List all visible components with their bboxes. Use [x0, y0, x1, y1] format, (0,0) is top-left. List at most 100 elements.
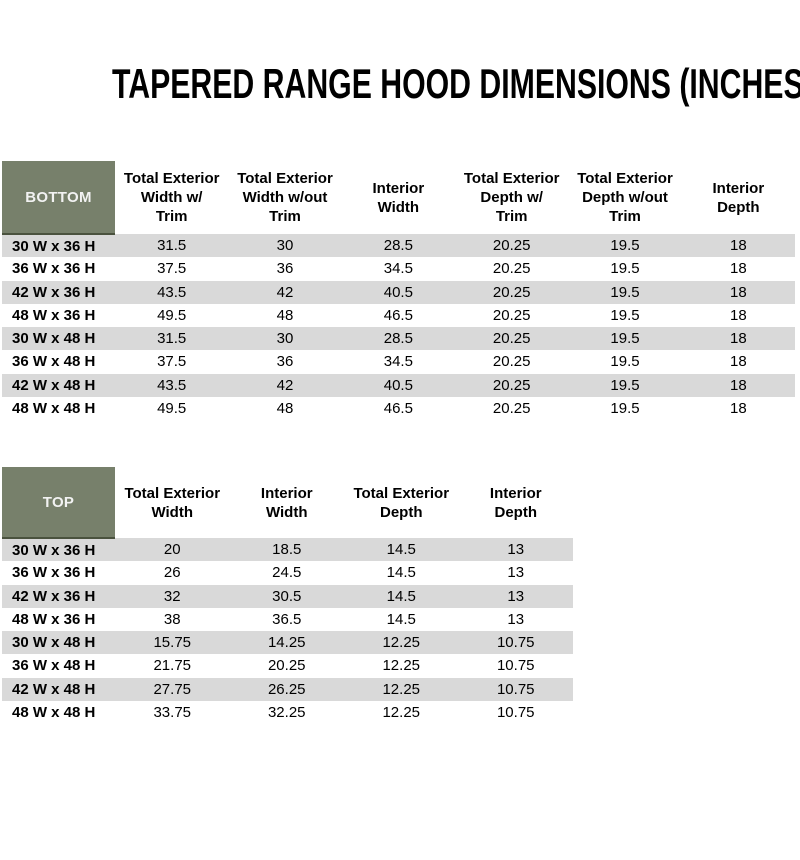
cell-value: 26.25: [229, 677, 344, 701]
table-row: 42 W x 48 H 43.5 42 40.5 20.25 19.5 18: [2, 373, 795, 397]
cell-value: 20.25: [267, 657, 306, 675]
column-header-total-exterior-width-w-trim: Total Exterior Width w/ Trim: [123, 170, 220, 225]
cell-value: 49.5: [157, 306, 187, 324]
cell-value: 46.5: [383, 399, 413, 417]
cell-value: 20.25: [455, 373, 569, 397]
cell-value: 42: [228, 280, 342, 304]
row-label: 36 W x 36 H: [12, 260, 96, 278]
row-label: 30 W x 48 H: [2, 631, 115, 655]
cell-value: 34.5: [383, 353, 413, 371]
table-row: 30 W x 36 H 31.5 30 28.5 20.25 19.5 18: [2, 234, 795, 258]
cell-value: 18: [729, 306, 747, 324]
column-header-interior-width: Interior Width: [260, 484, 313, 521]
table-row: 42 W x 36 H 43.5 42 40.5 20.25 19.5 18: [2, 280, 795, 304]
cell-value: 13: [507, 610, 525, 628]
cell-value: 14.5: [344, 584, 459, 608]
cell-value: 10.75: [458, 677, 573, 701]
row-label: 30 W x 36 H: [2, 234, 116, 258]
cell-value: 18: [681, 327, 795, 351]
cell-value: 18: [729, 399, 747, 417]
cell-value: 30: [228, 234, 342, 258]
cell-value: 37.5: [157, 353, 187, 371]
table-row: 30 W x 36 H 20 18.5 14.5 13: [2, 538, 573, 562]
cell-value: 20.25: [455, 327, 569, 351]
cell-value: 12.25: [382, 657, 421, 675]
cell-value: 19.5: [568, 373, 682, 397]
table-row: 48 W x 48 H 33.75 32.25 12.25 10.75: [2, 701, 573, 724]
row-label: 48 W x 48 H: [12, 399, 96, 417]
row-label: 30 W x 48 H: [2, 327, 116, 351]
row-label: 36 W x 48 H: [12, 353, 96, 371]
cell-value: 13: [458, 538, 573, 562]
cell-value: 43.5: [115, 373, 229, 397]
cell-value: 34.5: [383, 260, 413, 278]
cell-value: 20: [115, 538, 230, 562]
cell-value: 30: [228, 327, 342, 351]
row-label: 48 W x 36 H: [12, 610, 96, 628]
cell-value: 33.75: [153, 703, 192, 721]
cell-value: 18: [681, 373, 795, 397]
cell-value: 32: [115, 584, 230, 608]
table-row: 36 W x 36 H 37.5 36 34.5 20.25 19.5 18: [2, 257, 795, 280]
table-row: 48 W x 36 H 49.5 48 46.5 20.25 19.5 18: [2, 304, 795, 327]
cell-value: 10.75: [458, 631, 573, 655]
row-label: 48 W x 48 H: [12, 703, 96, 721]
cell-value: 14.25: [229, 631, 344, 655]
row-label: 36 W x 48 H: [12, 657, 96, 675]
table-row: 48 W x 36 H 38 36.5 14.5 13: [2, 608, 573, 631]
row-label: 30 W x 36 H: [2, 538, 115, 562]
cell-value: 18: [681, 234, 795, 258]
cell-value: 18.5: [229, 538, 344, 562]
cell-value: 36: [276, 260, 294, 278]
cell-value: 14.5: [344, 538, 459, 562]
cell-value: 30.5: [229, 584, 344, 608]
row-label: 42 W x 36 H: [2, 584, 115, 608]
table-row: 48 W x 48 H 49.5 48 46.5 20.25 19.5 18: [2, 397, 795, 420]
cell-value: 36: [276, 353, 294, 371]
row-label: 36 W x 36 H: [12, 564, 96, 582]
column-header-interior-depth: Interior Depth: [489, 484, 542, 521]
cell-value: 43.5: [115, 280, 229, 304]
cell-value: 28.5: [341, 234, 455, 258]
row-label: 42 W x 48 H: [2, 677, 115, 701]
cell-value: 21.75: [153, 657, 192, 675]
column-header-total-exterior-width: Total Exterior Width: [124, 484, 221, 521]
table-row: 30 W x 48 H 31.5 30 28.5 20.25 19.5 18: [2, 327, 795, 351]
cell-value: 20.25: [492, 260, 531, 278]
top-dimensions-table: TOP Total Exterior Width Interior Width …: [2, 467, 573, 724]
cell-value: 20.25: [492, 306, 531, 324]
cell-value: 48: [276, 399, 294, 417]
top-header-row: TOP Total Exterior Width Interior Width …: [2, 467, 573, 539]
cell-value: 19.5: [610, 399, 640, 417]
cell-value: 19.5: [568, 327, 682, 351]
table-row: 30 W x 48 H 15.75 14.25 12.25 10.75: [2, 631, 573, 655]
cell-value: 10.75: [496, 703, 535, 721]
row-label: 42 W x 36 H: [2, 280, 116, 304]
cell-value: 12.25: [344, 677, 459, 701]
cell-value: 13: [507, 564, 525, 582]
bottom-table-corner-label: BOTTOM: [2, 161, 116, 235]
cell-value: 12.25: [382, 703, 421, 721]
cell-value: 36.5: [272, 610, 302, 628]
cell-value: 46.5: [383, 306, 413, 324]
cell-value: 31.5: [115, 327, 229, 351]
cell-value: 42: [228, 373, 342, 397]
column-header-total-exterior-width-wout-trim: Total Exterior Width w/out Trim: [237, 170, 333, 225]
cell-value: 15.75: [115, 631, 230, 655]
cell-value: 40.5: [341, 280, 455, 304]
cell-value: 27.75: [115, 677, 230, 701]
cell-value: 10.75: [496, 657, 535, 675]
cell-value: 32.25: [267, 703, 306, 721]
cell-value: 28.5: [341, 327, 455, 351]
cell-value: 20.25: [455, 234, 569, 258]
row-label: 42 W x 48 H: [2, 373, 116, 397]
column-header-interior-width: Interior Width: [372, 179, 425, 216]
cell-value: 20.25: [492, 399, 531, 417]
table-row: 36 W x 48 H 21.75 20.25 12.25 10.75: [2, 654, 573, 677]
cell-value: 19.5: [568, 234, 682, 258]
cell-value: 12.25: [344, 631, 459, 655]
cell-value: 20.25: [455, 280, 569, 304]
cell-value: 19.5: [610, 353, 640, 371]
cell-value: 38: [163, 610, 181, 628]
column-header-total-exterior-depth: Total Exterior Depth: [353, 484, 450, 521]
